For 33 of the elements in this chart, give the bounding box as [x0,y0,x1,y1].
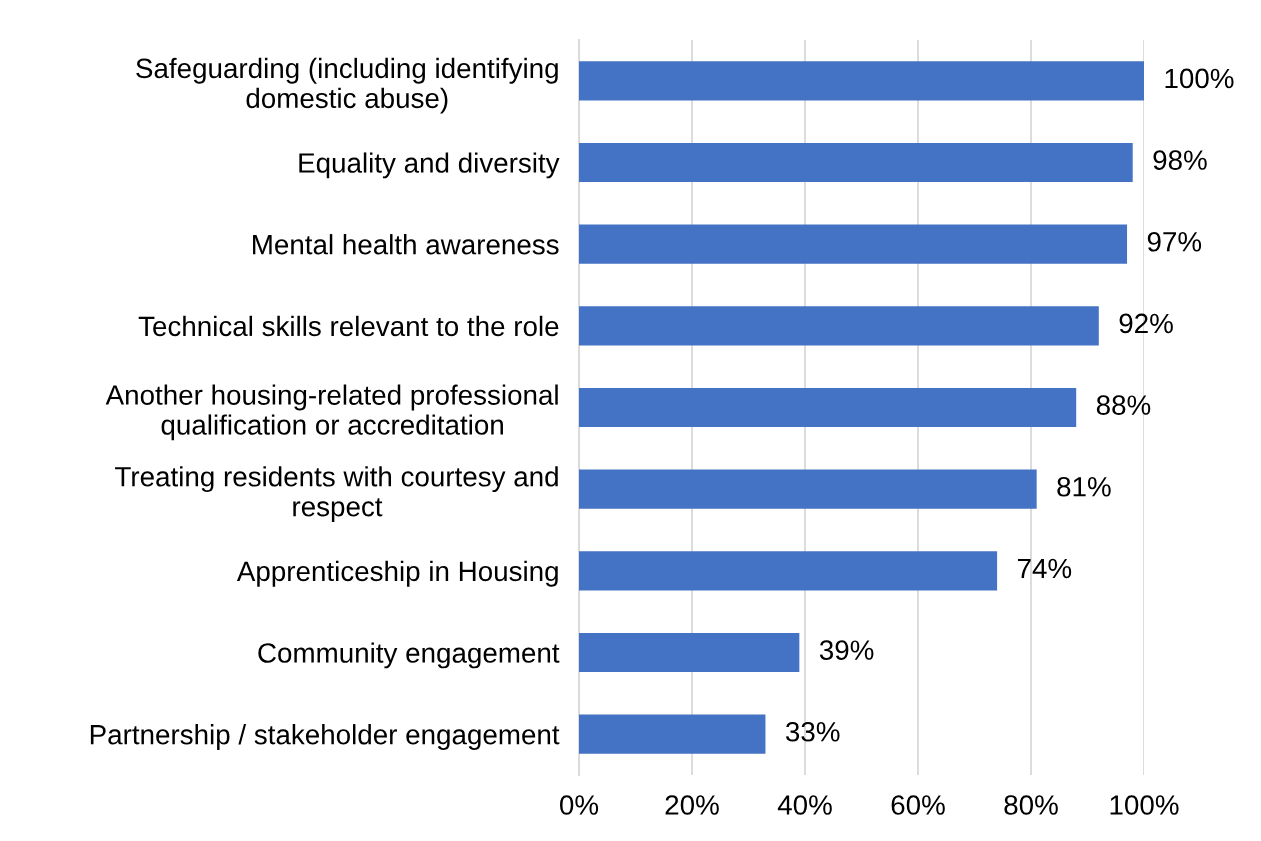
bar [579,387,1077,428]
y-tick-label: Technical skills relevant to the role [138,315,559,337]
data-label: 97% [1147,231,1202,252]
y-tick-label: Treating residents with courtesy and respect [115,466,558,522]
bar [579,306,1099,346]
x-tick-label: 60% [891,795,945,815]
bar [579,224,1128,264]
bar [579,632,800,673]
x-tick-label: 80% [1004,795,1058,815]
data-label: 100% [1165,68,1234,89]
data-label: 39% [819,640,874,660]
bar [579,714,766,754]
y-tick-label: Another housing-related professional qualification or accreditation [105,384,558,441]
x-tick-label: 0% [560,795,599,815]
x-tick-label: 100% [1110,795,1179,815]
data-label: 98% [1153,150,1207,170]
bar [579,61,1144,101]
x-tick-label: 20% [665,795,719,815]
y-tick-label: Apprenticeship in Housing [236,560,558,587]
y-tick-label: Partnership / stakeholder engagement [90,724,560,750]
bar [579,551,998,591]
x-tick-label: 40% [777,795,832,815]
data-label: 74% [1017,558,1072,579]
data-label: 88% [1096,395,1151,415]
y-tick-label: Safeguarding (including identifying domestic abuse) [136,57,558,114]
bar [579,142,1133,183]
y-tick-label: Mental health awareness [253,234,559,255]
y-tick-label: Equality and diversity [299,152,560,179]
data-label: 92% [1119,313,1173,334]
y-tick-label: Community engagement [258,642,560,669]
bar [579,469,1037,509]
data-label: 33% [785,721,840,742]
data-label: 81% [1057,476,1111,497]
